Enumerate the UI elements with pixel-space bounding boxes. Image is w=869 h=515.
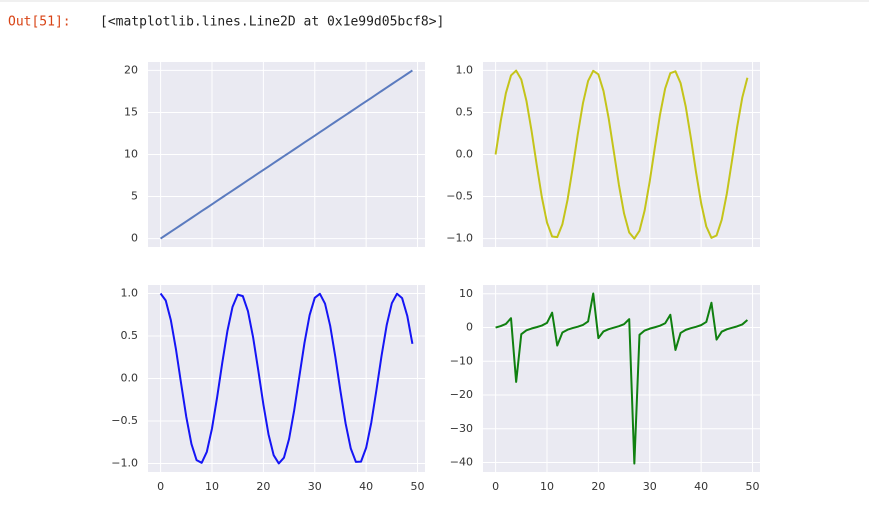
x-tick-label: 10 xyxy=(540,480,554,493)
x-tick-label: 20 xyxy=(591,480,605,493)
y-tick-label: −0.5 xyxy=(111,414,138,427)
y-tick-label: −1.0 xyxy=(446,232,473,245)
plot-area xyxy=(483,285,760,472)
x-tick-label: 20 xyxy=(256,480,270,493)
y-tick-label: 1.0 xyxy=(456,63,474,76)
x-tick-label: 50 xyxy=(411,480,425,493)
x-tick-label: 10 xyxy=(205,480,219,493)
y-tick-label: 15 xyxy=(124,105,138,118)
line xyxy=(160,69,413,240)
y-tick-label: 0 xyxy=(466,321,473,334)
y-tick-label: 20 xyxy=(124,63,138,76)
y-tick-label: 0.0 xyxy=(121,372,139,385)
y-tick-label: 0.5 xyxy=(456,105,474,118)
output-text: [<matplotlib.lines.Line2D at 0x1e99d05bc… xyxy=(100,15,444,30)
y-tick-label: −10 xyxy=(450,354,473,367)
y-tick-label: 10 xyxy=(459,287,473,300)
y-tick-label: −40 xyxy=(450,456,473,469)
y-tick-label: 5 xyxy=(131,190,138,203)
x-tick-label: 40 xyxy=(694,480,708,493)
line xyxy=(495,292,749,465)
x-tick-label: 50 xyxy=(746,480,760,493)
line xyxy=(159,292,414,465)
x-tick-label: 0 xyxy=(492,480,499,493)
y-tick-label: −1.0 xyxy=(111,457,138,470)
y-tick-label: −20 xyxy=(450,388,473,401)
x-tick-label: 0 xyxy=(157,480,164,493)
y-tick-label: 1.0 xyxy=(121,287,139,300)
y-tick-label: 0.5 xyxy=(121,329,139,342)
x-tick-label: 30 xyxy=(308,480,322,493)
y-tick-label: −0.5 xyxy=(446,190,473,203)
x-tick-label: 30 xyxy=(643,480,657,493)
line xyxy=(494,69,749,240)
x-tick-label: 40 xyxy=(359,480,373,493)
y-tick-label: 0 xyxy=(131,232,138,245)
output-prompt: Out[51]: xyxy=(8,15,71,30)
y-tick-label: 0.0 xyxy=(456,148,474,161)
y-tick-label: 10 xyxy=(124,148,138,161)
y-tick-label: −30 xyxy=(450,422,473,435)
